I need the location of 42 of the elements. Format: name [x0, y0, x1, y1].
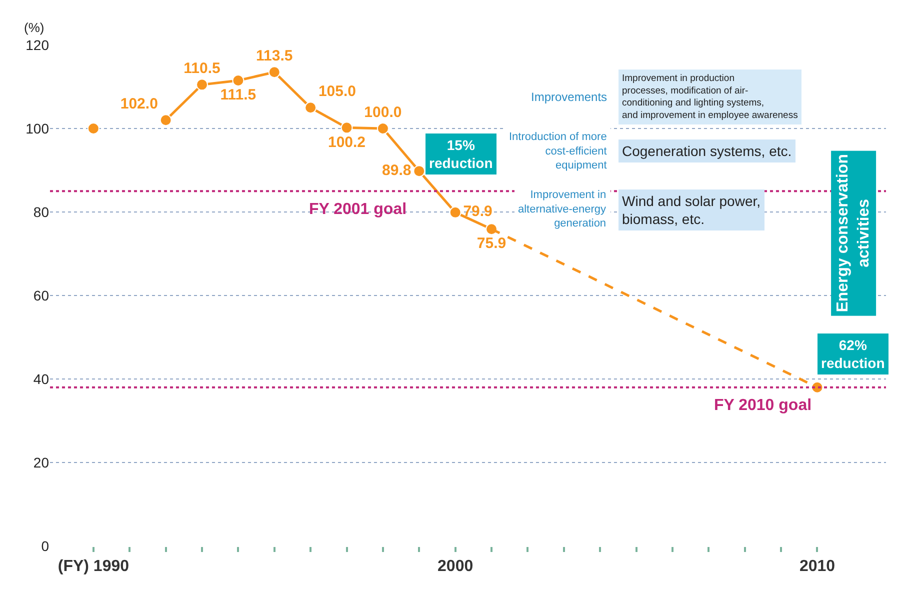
y-tick-label: 20	[33, 454, 50, 470]
data-label: 89.8	[382, 162, 412, 179]
point	[413, 165, 426, 178]
ref-line-label: FY 2010 goal	[714, 397, 812, 414]
annotation: Cogeneration systems, etc.	[622, 143, 792, 159]
data-label: 111.5	[220, 86, 256, 104]
annotation: Wind and solar power, biomass, etc.	[622, 193, 761, 228]
data-label: 113.5	[256, 48, 293, 65]
point	[160, 114, 172, 126]
y-tick-label: 120	[26, 36, 50, 53]
data-label: 102.0	[120, 96, 158, 113]
y-tick-label: 80	[33, 204, 50, 220]
data-label: 110.5	[184, 60, 220, 78]
annotation: Introduction of more cost-efficient equipment	[509, 131, 607, 172]
x-tick-label: (FY) 1990	[58, 558, 130, 576]
point	[232, 74, 244, 86]
data-label: 79.9	[463, 203, 492, 220]
y-tick-label: 60	[33, 287, 50, 304]
annotation: Improvements	[531, 90, 608, 104]
x-tick-label: 2000	[438, 558, 474, 576]
point	[340, 122, 353, 134]
point	[87, 122, 100, 134]
annotation: Improvement in production processes, modification of air- conditioning and lighting systems, and improvement in employee awareness	[622, 73, 798, 122]
data-label: 100.0	[364, 104, 402, 121]
data-label: 105.0	[318, 83, 356, 100]
data-label: 100.2	[328, 134, 366, 151]
point	[196, 78, 208, 91]
point	[449, 206, 462, 218]
y-axis-title: (%)	[24, 20, 44, 35]
data-label: 75.9	[476, 235, 506, 252]
annotation: 15% reduction	[429, 137, 493, 172]
annotation: 62% reduction	[821, 337, 885, 372]
y-tick-label: 40	[33, 370, 50, 387]
annotation: Energy conservation activities	[834, 154, 872, 312]
y-tick-label: 0	[41, 538, 50, 554]
point	[376, 122, 389, 134]
y-tick-label: 100	[26, 120, 50, 136]
ref-line-label: FY 2001 goal	[309, 201, 407, 218]
x-tick-label: 2010	[799, 558, 836, 576]
annotation: Improvement in alternative-energy generation	[518, 189, 607, 230]
point	[268, 66, 280, 78]
point	[304, 102, 317, 114]
